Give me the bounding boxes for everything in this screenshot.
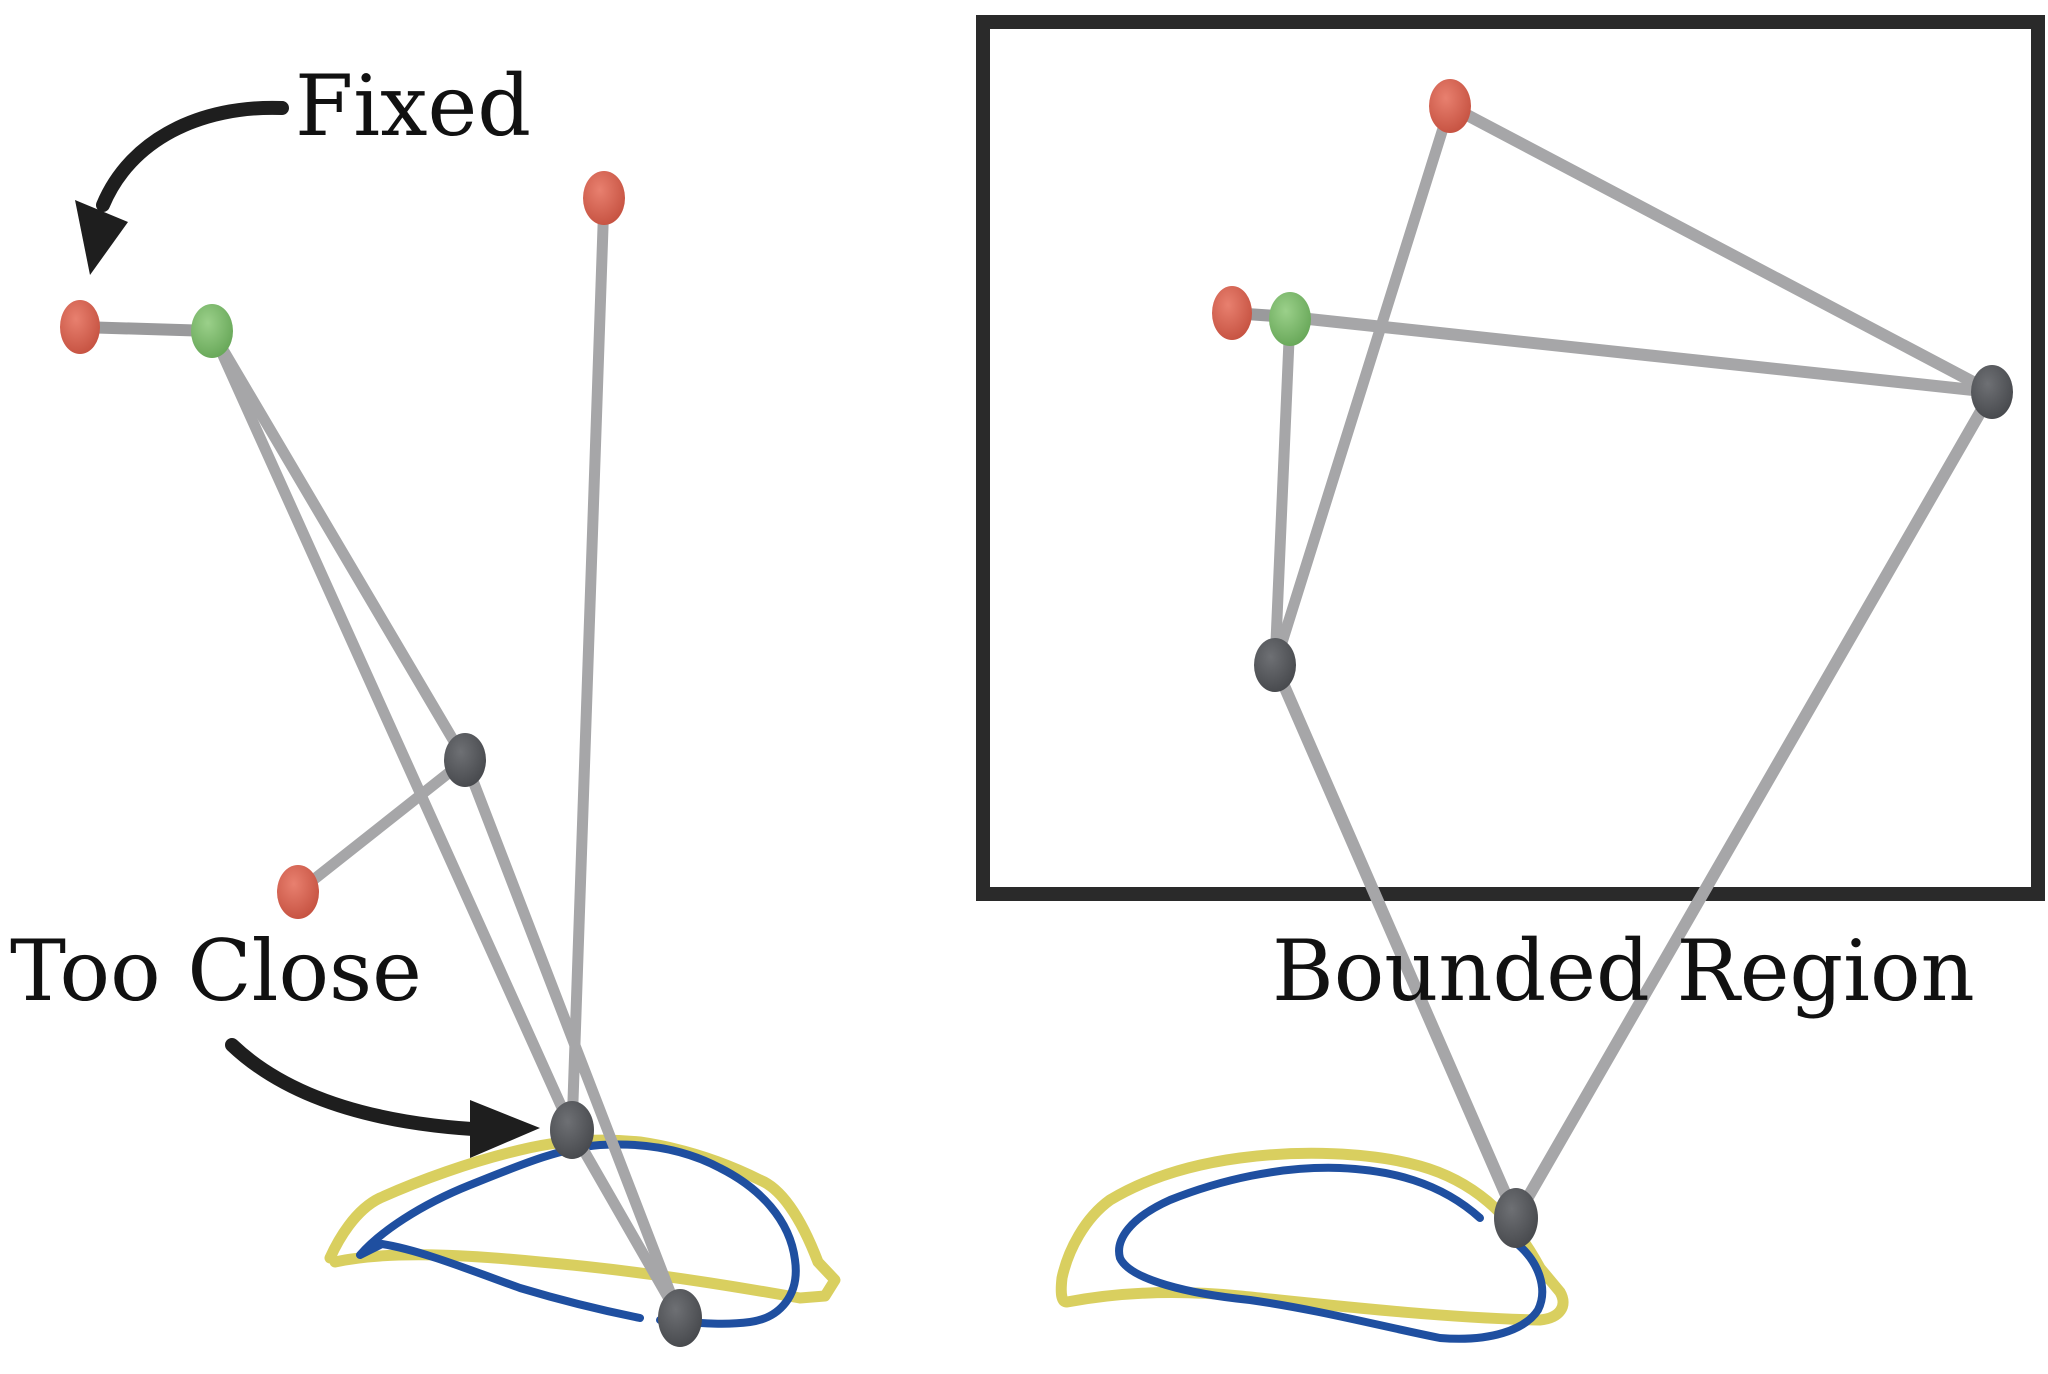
fixed-joint: [1429, 79, 1471, 133]
left-traced-curve: [356, 1140, 800, 1328]
fixed-arrowhead: [75, 200, 128, 275]
fixed-joint: [277, 865, 319, 919]
link: [566, 192, 610, 1136]
right-mechanism: [976, 15, 2045, 1343]
input-joint: [191, 304, 233, 358]
free-joint: [658, 1289, 702, 1347]
link: [1269, 659, 1522, 1224]
link: [206, 325, 578, 1136]
link: [1284, 311, 1998, 398]
fixed-label: Fixed: [295, 57, 531, 155]
right-target-curve: [1055, 1147, 1569, 1326]
too-close-label: Too Close: [10, 922, 422, 1020]
fixed-arrow: [96, 100, 289, 212]
free-joint: [550, 1101, 594, 1159]
bounded-region-label: Bounded Region: [1272, 922, 1975, 1020]
input-joint: [1269, 292, 1311, 346]
too-close-arrowhead: [470, 1100, 540, 1158]
free-joint: [1971, 365, 2013, 419]
right-traced-curve: [1115, 1163, 1547, 1343]
free-joint: [444, 733, 486, 787]
free-joint: [1494, 1188, 1538, 1248]
link: [1510, 386, 1998, 1224]
bounded-region-box: [976, 15, 2045, 901]
left-links: [74, 192, 686, 1324]
fixed-joint: [60, 300, 100, 354]
left-mechanism: [60, 171, 841, 1347]
fixed-joint: [583, 171, 625, 225]
fixed-joint: [1212, 286, 1252, 340]
link: [566, 1124, 686, 1324]
link: [74, 321, 218, 337]
too-close-arrow: [225, 1038, 497, 1137]
left-target-curve: [324, 1134, 841, 1304]
link: [292, 754, 471, 898]
link: [1444, 100, 1998, 398]
free-joint: [1254, 638, 1296, 692]
right-links: [1226, 100, 1998, 1224]
link: [1269, 311, 1296, 671]
annotations: Fixed Too Close Bounded Region: [10, 57, 1975, 1158]
link: [206, 325, 471, 766]
link: [1269, 100, 1456, 671]
